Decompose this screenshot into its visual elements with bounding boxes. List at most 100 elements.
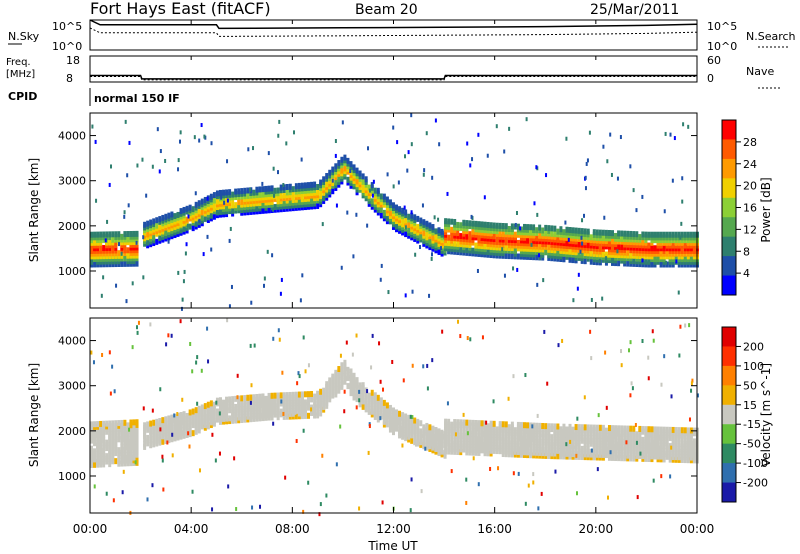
- power-cell: [410, 210, 413, 215]
- power-cell: [361, 186, 365, 193]
- velocity-colorbar-tick-label: -200: [743, 477, 768, 490]
- power-cell: [111, 231, 115, 238]
- velocity-cell: [680, 427, 684, 434]
- power-cell: [422, 230, 426, 236]
- power-cell: [504, 223, 508, 230]
- velocity-cell: [670, 445, 673, 450]
- velocity-cell: [690, 381, 693, 386]
- velocity-cell: [182, 411, 186, 418]
- power-cell: [99, 247, 103, 254]
- velocity-cell: [489, 466, 492, 471]
- velocity-cell: [243, 403, 247, 410]
- velocity-colorbar-tick-label: 100: [743, 360, 764, 373]
- velocity-cell: [105, 439, 109, 446]
- velocity-cell: [279, 408, 283, 415]
- power-cell: [539, 256, 542, 261]
- velocity-cell: [112, 498, 115, 503]
- velocity-cell: [307, 363, 310, 368]
- velocity-cell: [352, 372, 356, 379]
- velocity-cell: [90, 350, 93, 355]
- power-cell: [629, 230, 633, 237]
- velocity-cell: [519, 422, 523, 429]
- velocity-cell: [96, 440, 100, 447]
- power-cell: [261, 186, 265, 193]
- power-cell: [556, 228, 560, 235]
- power-ytick-label: 3000: [58, 175, 86, 188]
- power-cell: [508, 126, 511, 131]
- power-cell: [404, 210, 407, 215]
- velocity-cell: [665, 448, 669, 455]
- power-cell: [623, 230, 627, 237]
- power-colorbar-tick-label: 12: [743, 223, 757, 236]
- velocity-cell: [447, 448, 451, 455]
- velocity-cell: [343, 373, 347, 380]
- velocity-cell: [355, 333, 358, 338]
- power-cell: [514, 222, 517, 227]
- velocity-cell: [604, 350, 607, 355]
- velocity-cell: [474, 433, 478, 440]
- power-cell: [683, 231, 687, 238]
- power-cell: [276, 187, 280, 194]
- power-colorbar-tick-label: 24: [743, 158, 757, 171]
- velocity-cell: [668, 443, 672, 450]
- nsky-tick-high: 10^5: [52, 20, 82, 33]
- velocity-cell: [385, 421, 389, 428]
- velocity-cell: [465, 419, 469, 426]
- x-tick-label: 00:00: [73, 522, 108, 536]
- power-cell: [291, 186, 295, 193]
- power-cell: [206, 234, 209, 239]
- power-cell: [364, 176, 368, 183]
- power-cell: [428, 222, 432, 229]
- power-cell: [200, 123, 203, 128]
- velocity-cell: [663, 354, 666, 359]
- power-cell: [193, 135, 196, 140]
- power-cell: [584, 175, 587, 180]
- velocity-cell: [516, 443, 520, 450]
- velocity-cell: [562, 448, 566, 455]
- velocity-cell: [340, 362, 344, 369]
- power-cell: [583, 228, 587, 235]
- power-cell: [123, 260, 127, 267]
- velocity-cell: [212, 412, 216, 419]
- velocity-cell: [597, 413, 600, 418]
- velocity-cell: [631, 386, 634, 391]
- velocity-cell: [246, 413, 250, 420]
- velocity-cell: [164, 421, 168, 428]
- power-cell: [200, 198, 204, 205]
- power-cell: [403, 205, 406, 210]
- velocity-cell: [113, 389, 116, 394]
- power-cell: [603, 215, 606, 220]
- power-cell: [434, 228, 438, 235]
- power-cell: [414, 252, 417, 257]
- velocity-cell: [398, 427, 402, 434]
- velocity-cell: [492, 399, 495, 404]
- velocity-cell: [456, 419, 460, 426]
- velocity-cell: [410, 477, 413, 482]
- velocity-cell: [234, 403, 238, 410]
- velocity-cell: [541, 444, 545, 451]
- power-cell: [410, 212, 414, 219]
- power-cell: [230, 284, 233, 289]
- power-cell: [568, 256, 572, 263]
- velocity-cell: [370, 389, 374, 396]
- velocity-cell: [325, 493, 328, 498]
- velocity-cell: [422, 437, 426, 444]
- power-cell: [635, 231, 639, 238]
- velocity-cell: [90, 421, 93, 428]
- velocity-cell: [367, 392, 371, 399]
- power-cell: [438, 142, 441, 147]
- velocity-cell: [197, 405, 201, 412]
- velocity-cell: [492, 420, 496, 427]
- power-cell: [164, 230, 168, 237]
- power-cell: [366, 223, 369, 228]
- power-cell: [501, 223, 505, 230]
- power-cell: [410, 113, 413, 118]
- velocity-cell: [143, 422, 147, 429]
- velocity-cell: [285, 392, 289, 399]
- power-cell: [246, 192, 250, 199]
- velocity-cell: [206, 401, 210, 408]
- power-cell: [282, 200, 286, 207]
- power-cell: [474, 242, 478, 249]
- velocity-cell: [339, 424, 342, 429]
- velocity-cell: [302, 509, 305, 514]
